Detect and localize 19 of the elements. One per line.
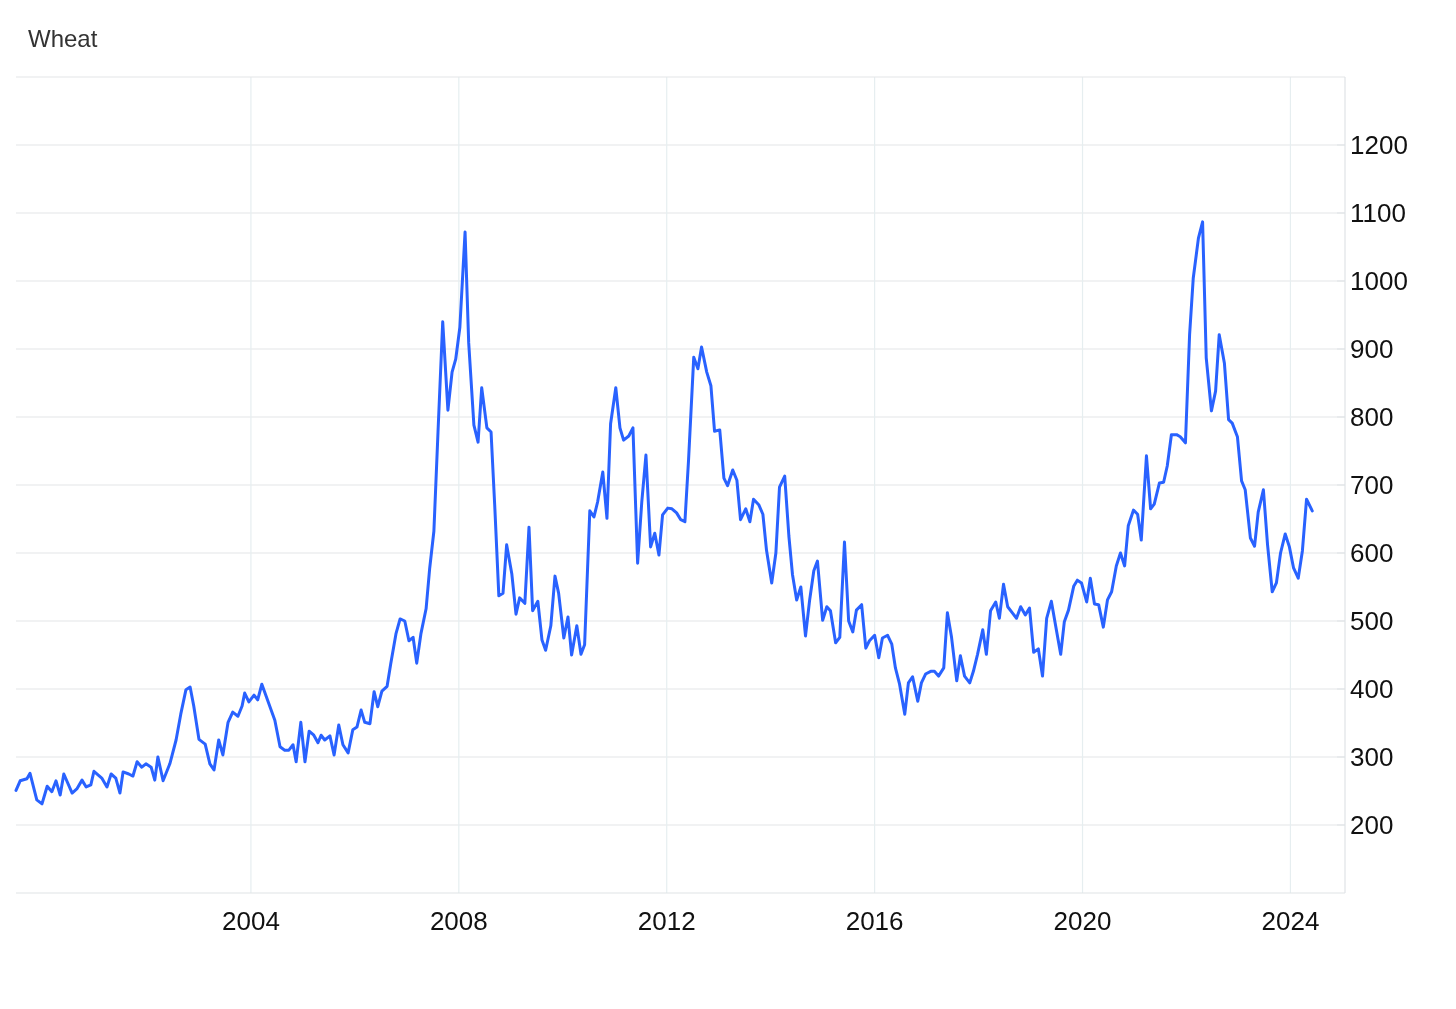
x-tick-label: 2004 — [222, 906, 280, 936]
y-tick-label: 1200 — [1350, 130, 1408, 161]
line-series — [14, 220, 1314, 806]
y-tick-label: 900 — [1350, 334, 1394, 365]
y-tick-label: 300 — [1350, 742, 1394, 773]
y-tick-label: 800 — [1350, 402, 1394, 433]
y-tick-label: 1100 — [1350, 198, 1406, 229]
y-tick-label: 400 — [1350, 674, 1394, 705]
y-tick-label: 200 — [1350, 810, 1394, 841]
x-tick-label: 2020 — [1053, 906, 1112, 936]
x-tick-label: 2016 — [845, 906, 904, 936]
y-tick-label: 500 — [1350, 606, 1394, 637]
y-tick-label: 1000 — [1350, 266, 1408, 297]
x-tick-label: 2008 — [429, 906, 488, 936]
y-tick-label: 600 — [1350, 538, 1394, 569]
x-tick-label: 2024 — [1261, 906, 1320, 936]
x-tick-label: 2012 — [637, 906, 696, 936]
y-tick-label: 700 — [1350, 470, 1394, 501]
chart-title: Wheat — [28, 25, 98, 52]
